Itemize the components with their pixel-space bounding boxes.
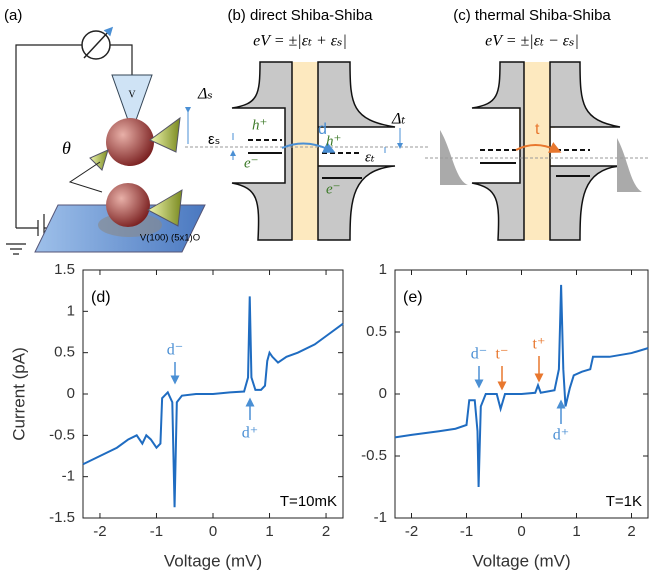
ground [6, 243, 26, 255]
annotation: t⁺ [533, 336, 546, 353]
gap-arrow [188, 110, 400, 146]
hole-label: h⁺ [326, 133, 341, 149]
panel-label: (d) [91, 289, 111, 306]
ammeter-arrow [83, 26, 114, 59]
circuit [15, 44, 133, 228]
tip-label: V [128, 89, 136, 100]
x-tick-label: 2 [322, 523, 330, 540]
x-axis-label: Voltage (mV) [472, 551, 570, 570]
y-tick-label: -0.5 [361, 447, 387, 464]
annotation: d⁺ [242, 425, 258, 442]
x-tick-label: -1 [150, 523, 163, 540]
annotation: t⁻ [496, 346, 509, 363]
tunnel-arrow [515, 142, 562, 153]
y-tick-label: 0.5 [366, 323, 387, 340]
data-line [394, 284, 649, 488]
x-tick-label: -1 [460, 523, 473, 540]
y-tick-label: -1.5 [49, 509, 75, 526]
panel-label: (e) [403, 289, 423, 306]
y-tick-label: 1 [67, 302, 75, 319]
panel-title: (b) direct Shiba-Shiba [227, 7, 373, 24]
panel-a: (a) V θ V(100) (5x1)O [4, 7, 206, 255]
y-tick-label: -0.5 [49, 426, 75, 443]
panel-b: (b) direct Shiba-Shiba eV = ±|εₜ + εₛ| Δ… [185, 7, 430, 241]
x-tick-label: 1 [572, 523, 580, 540]
temperature-label: T=1K [606, 493, 642, 510]
atom [106, 183, 150, 227]
electron-label: e⁻ [326, 181, 341, 197]
y-tick-label: 0 [67, 385, 75, 402]
fermi-distribution [617, 138, 642, 192]
y-tick-label: 1 [379, 261, 387, 278]
y-tick-label: 0.5 [54, 344, 75, 361]
panel-c: (c) thermal Shiba-Shiba eV = ±|εₜ − εₛ| … [425, 7, 648, 241]
delta-t: Δₜ [391, 111, 405, 128]
y-tick-label: -1 [62, 468, 75, 485]
annotation: d⁻ [471, 346, 487, 363]
x-tick-label: 1 [265, 523, 273, 540]
spin-cone [149, 116, 181, 153]
annotation: d⁺ [553, 427, 569, 444]
barrier [516, 62, 558, 240]
annotations: d⁻ d⁺ d⁻ t⁻ t⁺ d⁺ [167, 336, 569, 444]
temperature-label: T=10mK [280, 493, 337, 510]
tunnel-arrow [281, 141, 336, 153]
eps-s: εₛ [208, 131, 220, 148]
y-axis-label: Current (pA) [9, 347, 28, 441]
annotation: d⁻ [167, 342, 183, 359]
x-tick-label: 0 [517, 523, 525, 540]
delta-s: Δₛ [197, 86, 213, 103]
gap-right [551, 128, 617, 165]
y-tick-label: -1 [374, 509, 387, 526]
x-tick-label: 0 [209, 523, 217, 540]
substrate-label: V(100) (5x1)O [140, 233, 200, 244]
panel-label: (a) [4, 7, 22, 24]
angle-label: θ [62, 138, 71, 158]
panel-title: (c) thermal Shiba-Shiba [453, 7, 611, 24]
hole-label: h⁺ [252, 117, 267, 133]
process-label: d [318, 121, 327, 138]
data-line [82, 296, 344, 508]
spin-cone [146, 189, 183, 227]
x-axis-label: Voltage (mV) [164, 551, 262, 570]
angle [68, 161, 103, 193]
formula: eV = ±|εₜ + εₛ| [253, 33, 347, 50]
x-tick-label: -2 [93, 523, 106, 540]
y-tick-label: 1.5 [54, 261, 75, 278]
gap-left [473, 109, 519, 182]
battery [16, 214, 60, 242]
electron-label: e⁻ [244, 155, 259, 171]
dos-left [471, 61, 525, 241]
x-tick-label: -2 [405, 523, 418, 540]
fermi-distribution [440, 130, 468, 185]
formula: eV = ±|εₜ − εₛ| [485, 33, 579, 50]
spin-cone [89, 149, 109, 171]
process-label: t [535, 121, 540, 138]
atom [106, 118, 154, 166]
y-tick-label: 0 [379, 385, 387, 402]
eps-t: εₜ [365, 149, 375, 165]
x-tick-label: 2 [627, 523, 635, 540]
